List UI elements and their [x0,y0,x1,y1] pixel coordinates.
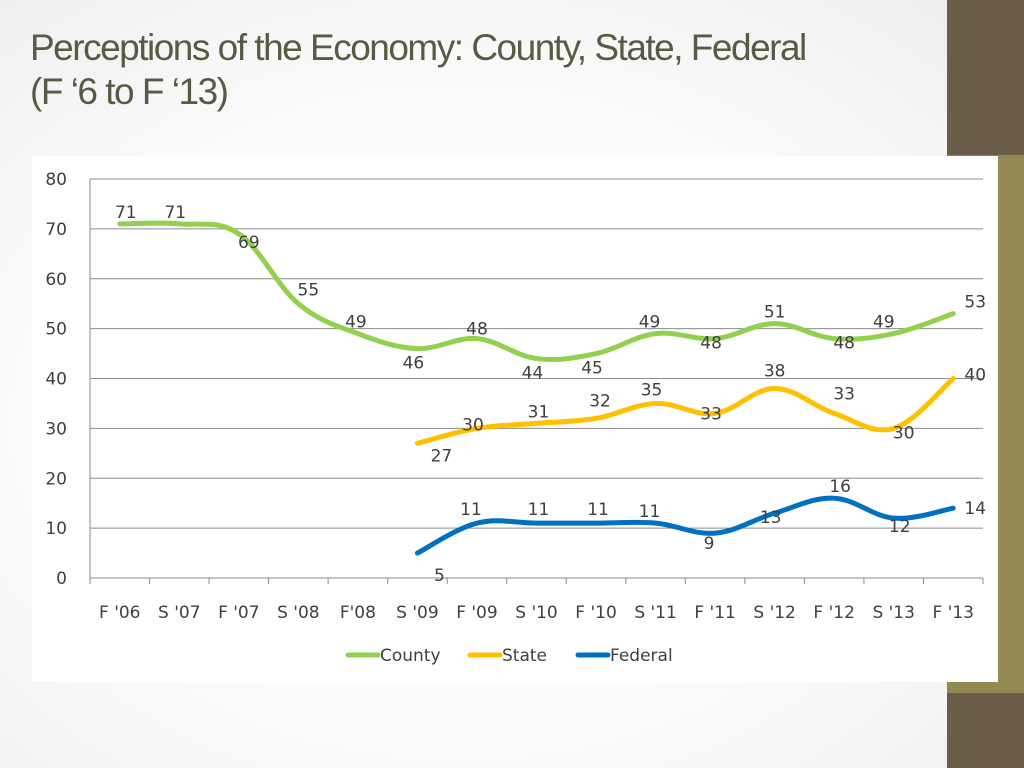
data-label-federal: 5 [434,566,445,586]
x-tick-label: S '09 [396,603,439,623]
data-label-county: 49 [639,313,661,333]
data-label-county: 44 [522,364,544,384]
data-label-state: 38 [764,361,786,381]
y-tick-label: 0 [56,569,67,589]
data-label-county: 55 [298,281,320,301]
data-labels: 71 71 69 55 49 46 48 44 45 49 48 51 48 49 53 27 30 31 32 35… [115,203,986,586]
series-line-federal [414,495,956,556]
data-label-federal: 11 [639,502,661,522]
y-tick-label: 60 [45,270,67,290]
data-label-state: 40 [964,366,986,386]
data-label-county: 49 [873,313,895,333]
slide-title: Perceptions of the Economy: County, Stat… [30,26,930,114]
data-label-state: 32 [589,391,611,411]
legend: County State Federal [345,646,673,666]
y-tick-label: 30 [45,419,67,439]
data-label-federal: 12 [889,517,911,537]
data-label-federal: 11 [587,500,609,520]
x-tick-label: F '12 [813,603,855,623]
legend-label-federal: Federal [610,646,673,666]
series-lines [117,220,956,556]
data-label-county: 51 [764,303,786,323]
y-tick-label: 40 [45,370,67,390]
x-tick-label: F'08 [340,603,376,623]
slide-title-line-2: (F ‘6 to F ‘13) [30,71,229,112]
gridlines [90,178,983,579]
data-label-federal: 16 [829,477,851,497]
x-tick-label: F '07 [218,603,260,623]
chart-panel [32,156,998,682]
x-tick-label: S '11 [634,603,677,623]
y-tick-label: 50 [45,320,67,340]
data-label-federal: 11 [528,500,550,520]
legend-label-county: County [380,646,441,666]
data-label-county: 49 [345,313,367,333]
series-line-county [117,220,956,363]
data-label-federal: 13 [760,508,782,528]
series-line-state [414,376,956,446]
data-label-state: 30 [462,415,484,435]
data-label-county: 48 [700,334,722,354]
data-label-state: 31 [528,402,550,422]
y-tick-label: 20 [45,469,67,489]
axes: 0 10 20 30 40 50 60 70 80 F '06 S '07 F '07 S '08 F'0… [45,170,984,623]
x-tick-label: F '06 [99,603,141,623]
y-tick-label: 80 [45,170,67,190]
x-tick-label: S '12 [753,603,796,623]
data-label-state: 33 [833,384,855,404]
data-label-state: 35 [641,380,663,400]
slide-title-line-1: Perceptions of the Economy: County, Stat… [30,27,807,68]
x-tick-label: F '13 [932,603,974,623]
data-label-federal: 11 [460,500,482,520]
x-tick-label: F '11 [694,603,736,623]
data-label-county: 53 [964,293,986,313]
y-tick-label: 70 [45,220,67,240]
data-label-county: 48 [833,334,855,354]
data-label-state: 33 [700,404,722,424]
legend-label-state: State [502,646,547,666]
x-tick-label: F '10 [575,603,617,623]
data-label-county: 71 [115,203,137,223]
data-label-federal: 14 [964,499,986,519]
x-tick-label: S '10 [515,603,558,623]
x-tick-label: S '07 [158,603,201,623]
data-label-county: 69 [238,233,260,253]
x-tick-label: S '08 [277,603,320,623]
x-tick-label: F '09 [456,603,498,623]
data-label-county: 45 [581,359,603,379]
x-tick-label: S '13 [872,603,915,623]
data-label-federal: 9 [704,534,715,554]
data-label-county: 71 [164,203,186,223]
data-label-county: 48 [466,320,488,340]
data-label-county: 46 [403,354,425,374]
data-label-state: 30 [893,423,915,443]
data-label-state: 27 [431,446,453,466]
y-tick-label: 10 [45,519,67,539]
